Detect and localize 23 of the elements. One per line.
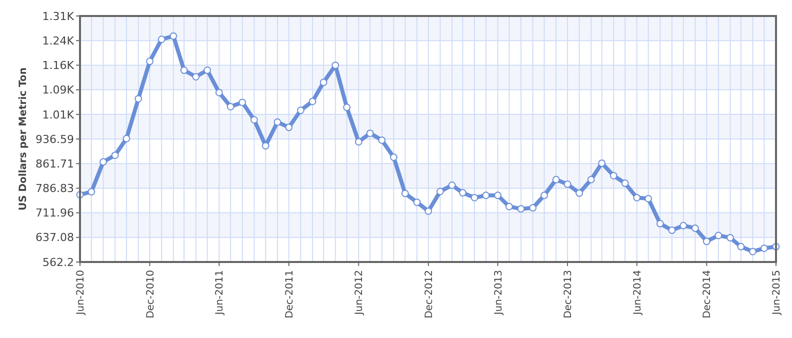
y-tick-label: 861.71: [36, 157, 74, 170]
x-tick-label: Dec-2014: [702, 270, 714, 318]
y-tick-label: 1.24K: [42, 34, 75, 48]
y-tick-label: 786.83: [36, 182, 74, 196]
x-tick-label: Dec-2010: [145, 270, 156, 318]
x-tick-label: Dec-2012: [424, 270, 435, 318]
y-tick-label: 637.08: [36, 231, 74, 244]
y-tick-label: 1.31K: [42, 10, 75, 23]
y-tick-label: 711.96: [36, 206, 74, 220]
x-tick-label: Jun-2012: [354, 270, 366, 316]
y-tick-label: 1.01K: [42, 108, 75, 122]
x-tick-label: Jun-2014: [632, 270, 644, 316]
y-tick-label: 1.16K: [42, 59, 75, 72]
x-tick-label: Jun-2015: [772, 270, 782, 316]
x-tick-label: Jun-2013: [493, 270, 504, 316]
x-tick-label: Jun-2010: [76, 270, 86, 316]
y-tick-label: 562.2: [42, 256, 74, 269]
x-tick-label: Jun-2011: [214, 270, 226, 316]
x-tick-label: Dec-2013: [563, 270, 574, 318]
y-axis-title: US Dollars per Metric Ton: [18, 67, 29, 211]
y-tick-label: 1.09K: [42, 84, 75, 97]
y-tick-label: 936.59: [36, 132, 74, 146]
x-tick-label: Dec-2011: [284, 270, 296, 318]
